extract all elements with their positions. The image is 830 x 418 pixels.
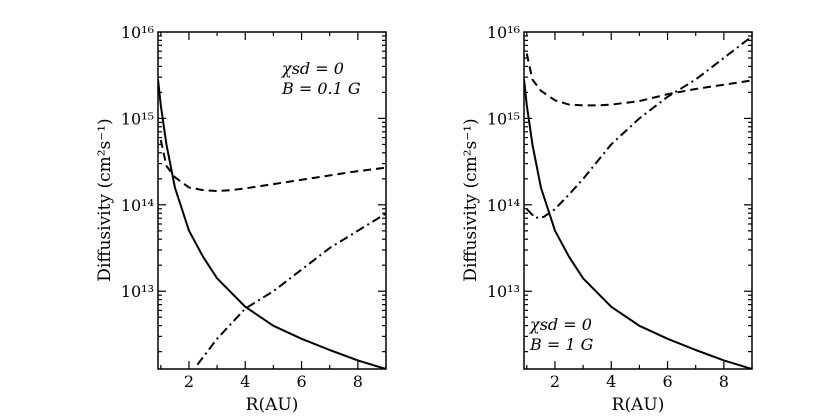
x-tick-labels: 2 4 6 8 — [184, 372, 363, 391]
y-tick-label: 10¹⁶ — [121, 23, 154, 42]
left-panel: 10¹³ 10¹⁴ 10¹⁵ 10¹⁶ 2 4 6 8 Diffusivity (cm²s⁻… — [95, 23, 387, 415]
y-tick-labels: 10¹³ 10¹⁴ 10¹⁵ 10¹⁶ — [487, 23, 520, 301]
series-line-dash-dot — [526, 35, 752, 219]
annotation-field: B = 0.1 G — [281, 79, 361, 98]
series-group — [524, 35, 752, 369]
x-tick-label: 2 — [550, 372, 560, 391]
x-tick-label: 4 — [240, 372, 250, 391]
x-axis-label: R(AU) — [246, 395, 299, 415]
series-line-dashed — [525, 53, 752, 107]
x-tick-label: 6 — [296, 372, 306, 391]
y-tick-label: 10¹⁵ — [487, 109, 520, 128]
series-line-dash-dot — [196, 212, 386, 366]
right-panel: 10¹³ 10¹⁴ 10¹⁵ 10¹⁶ 2 4 6 8 Diffusivity (cm²s⁻… — [461, 23, 753, 415]
x-tick-label: 8 — [719, 372, 729, 391]
y-tick-label: 10¹⁴ — [121, 196, 154, 215]
annotation-field: B = 1 G — [529, 335, 594, 354]
tick-marks — [158, 32, 387, 369]
x-tick-label: 6 — [662, 372, 672, 391]
y-tick-label: 10¹⁶ — [487, 23, 520, 42]
series-line-solid — [524, 79, 752, 369]
series-group — [158, 79, 386, 369]
x-tick-label: 2 — [184, 372, 194, 391]
y-tick-label: 10¹³ — [487, 282, 520, 301]
annotation-chi: χsd = 0 — [529, 315, 592, 334]
y-tick-labels: 10¹³ 10¹⁴ 10¹⁵ 10¹⁶ — [121, 23, 154, 301]
y-tick-label: 10¹³ — [121, 282, 154, 301]
annotation-chi: χsd = 0 — [281, 59, 344, 78]
y-axis-label: Diffusivity (cm²s⁻¹) — [461, 118, 481, 281]
y-tick-label: 10¹⁴ — [487, 196, 520, 215]
plot-frame — [157, 31, 387, 370]
x-tick-labels: 2 4 6 8 — [550, 372, 729, 391]
series-line-dashed — [159, 139, 386, 192]
y-axis-label: Diffusivity (cm²s⁻¹) — [95, 118, 115, 281]
x-tick-label: 8 — [353, 372, 363, 391]
series-line-solid — [158, 79, 386, 369]
tick-marks — [524, 32, 753, 369]
x-axis-label: R(AU) — [612, 395, 665, 415]
x-tick-label: 4 — [606, 372, 616, 391]
plot-frame — [523, 31, 753, 370]
y-tick-label: 10¹⁵ — [121, 109, 154, 128]
